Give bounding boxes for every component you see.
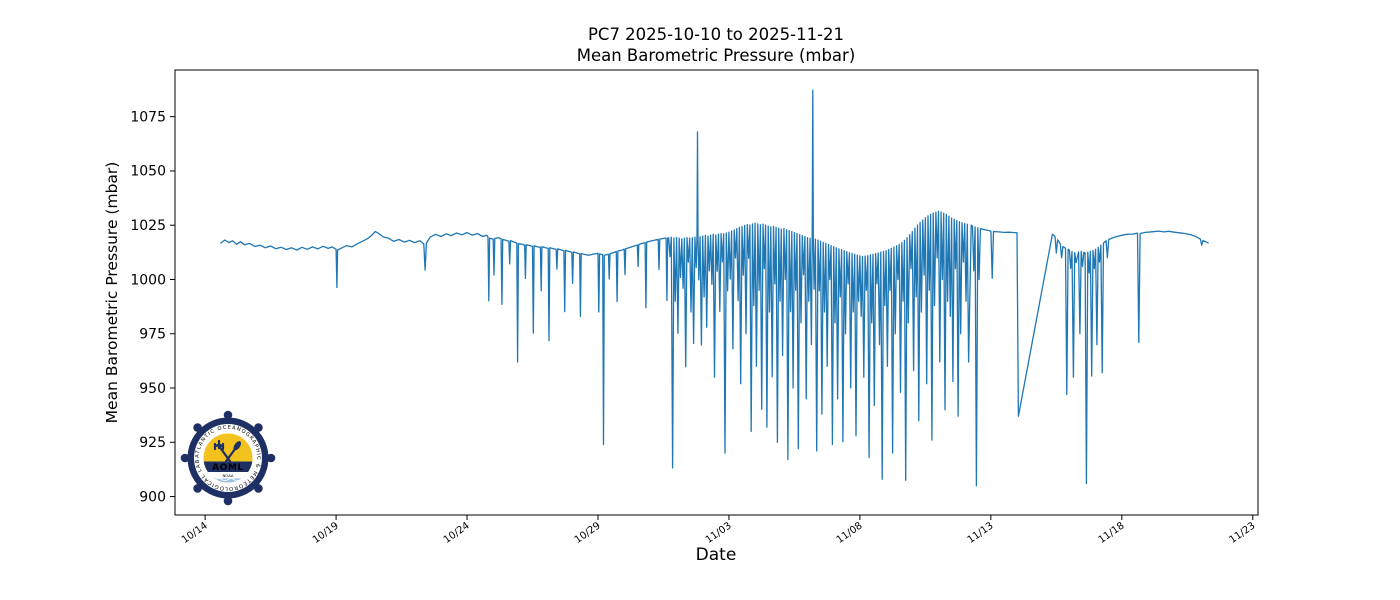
y-tick-label: 1075	[130, 109, 166, 125]
wheel-handles	[180, 410, 276, 506]
waves	[203, 478, 253, 483]
axes-frame	[174, 69, 1259, 516]
y-axis-label: Mean Barometric Pressure (mbar)	[103, 162, 121, 424]
y-tick-label: 950	[139, 381, 166, 397]
x-axis-label: Date	[696, 545, 737, 565]
chart-title-line1: PC7 2025-10-10 to 2025-11-21	[588, 25, 844, 44]
y-tick-label: 925	[139, 435, 166, 451]
aoml-text: AOML	[212, 463, 244, 473]
chart-title-line2: Mean Barometric Pressure (mbar)	[577, 46, 856, 65]
y-tick-label: 1025	[130, 218, 166, 234]
oar-blade	[233, 441, 242, 451]
noaa-strip	[203, 472, 253, 479]
noaa-text: NOAA	[222, 473, 233, 478]
pressure-line	[220, 89, 1209, 487]
aoml-logo: ATLANTIC OCEANOGRAPHIC & METEOROLOGICAL …	[180, 410, 276, 506]
y-tick-label: 1000	[130, 272, 166, 288]
y-tick-label: 900	[139, 489, 166, 505]
y-tick-label: 1050	[130, 164, 166, 180]
aoml-band	[203, 461, 253, 472]
y-tick-label: 975	[139, 327, 166, 343]
